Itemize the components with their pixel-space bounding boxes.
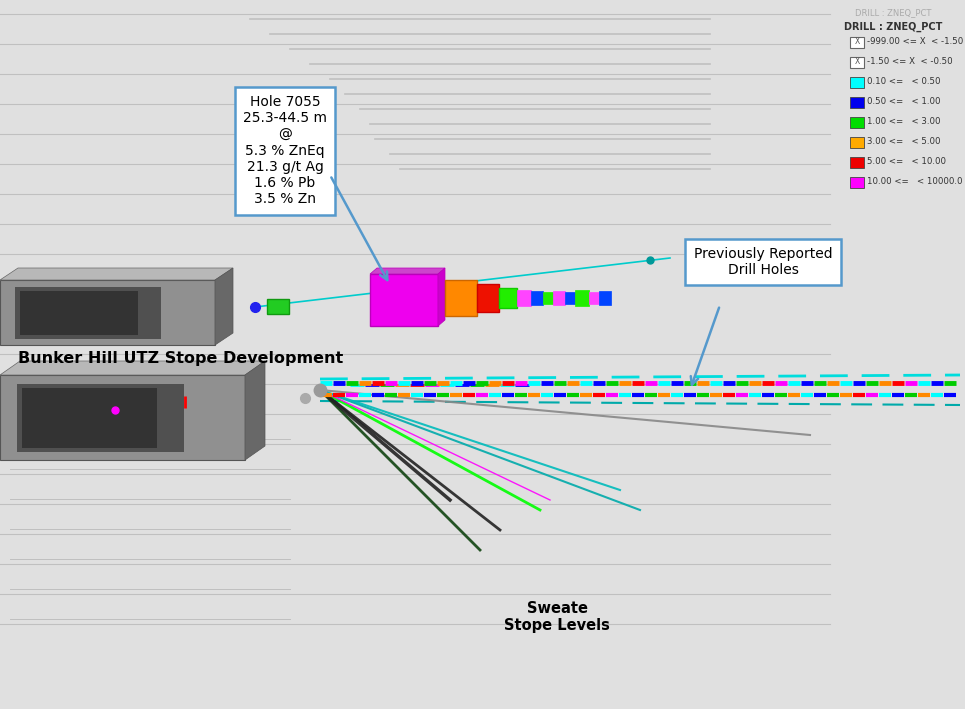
Bar xyxy=(531,291,543,305)
Text: -1.50 <= X  < -0.50: -1.50 <= X < -0.50 xyxy=(867,57,952,67)
Polygon shape xyxy=(370,268,445,274)
Text: Bunker Hill UTZ Stope Development: Bunker Hill UTZ Stope Development xyxy=(18,350,344,366)
Bar xyxy=(499,288,517,308)
Bar xyxy=(553,291,565,305)
Bar xyxy=(575,290,589,306)
Bar xyxy=(850,137,864,147)
Bar xyxy=(850,77,864,87)
Bar xyxy=(15,286,161,338)
Bar xyxy=(565,292,575,304)
Text: DRILL : ZNEQ_PCT: DRILL : ZNEQ_PCT xyxy=(855,8,931,17)
Bar xyxy=(850,157,864,167)
Bar xyxy=(850,36,864,48)
Bar xyxy=(267,299,289,314)
Bar xyxy=(850,177,864,187)
Bar xyxy=(850,57,864,67)
Text: DRILL : ZNEQ_PCT: DRILL : ZNEQ_PCT xyxy=(843,22,942,33)
Bar xyxy=(370,274,438,326)
Text: X: X xyxy=(854,38,860,47)
Bar xyxy=(445,280,477,316)
Polygon shape xyxy=(245,361,265,460)
Text: Sweate
Stope Levels: Sweate Stope Levels xyxy=(504,601,610,633)
Text: 3.00 <=   < 5.00: 3.00 <= < 5.00 xyxy=(867,138,941,147)
Text: 0.50 <=   < 1.00: 0.50 <= < 1.00 xyxy=(867,98,941,106)
Polygon shape xyxy=(0,361,265,375)
Bar xyxy=(599,291,611,305)
Text: 1.00 <=   < 3.00: 1.00 <= < 3.00 xyxy=(867,118,941,126)
Bar xyxy=(543,292,553,304)
Text: Previously Reported
Drill Holes: Previously Reported Drill Holes xyxy=(694,247,832,277)
Text: 10.00 <=   < 10000.0: 10.00 <= < 10000.0 xyxy=(867,177,962,186)
Polygon shape xyxy=(215,268,233,345)
Polygon shape xyxy=(0,375,245,460)
Bar xyxy=(20,291,138,335)
Bar xyxy=(850,96,864,108)
Text: 5.00 <=   < 10.00: 5.00 <= < 10.00 xyxy=(867,157,946,167)
Bar xyxy=(589,292,599,304)
Text: X: X xyxy=(854,57,860,67)
Bar xyxy=(517,290,531,306)
Text: Hole 7055
25.3-44.5 m
@
5.3 % ZnEq
21.3 g/t Ag
1.6 % Pb
3.5 % Zn: Hole 7055 25.3-44.5 m @ 5.3 % ZnEq 21.3 … xyxy=(243,95,327,206)
Text: -999.00 <= X  < -1.50: -999.00 <= X < -1.50 xyxy=(867,38,963,47)
Polygon shape xyxy=(0,280,215,345)
Bar xyxy=(17,384,183,452)
Bar xyxy=(850,116,864,128)
Polygon shape xyxy=(438,268,445,326)
Bar xyxy=(477,284,499,312)
Text: 0.10 <=   < 0.50: 0.10 <= < 0.50 xyxy=(867,77,941,86)
Polygon shape xyxy=(0,268,233,280)
Bar xyxy=(22,388,157,447)
